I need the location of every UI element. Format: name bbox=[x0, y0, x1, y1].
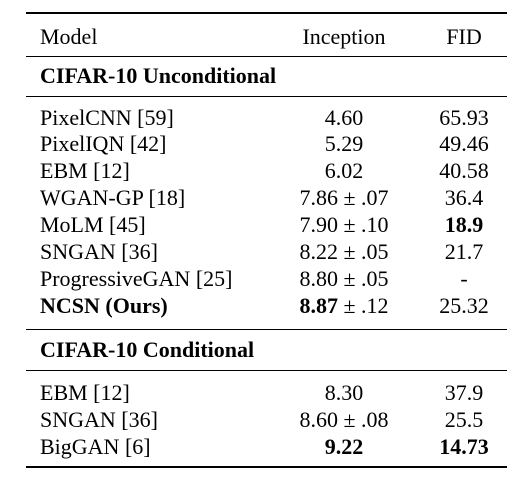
inception-best: 8.87 bbox=[299, 293, 338, 318]
model-cell: WGAN-GP [18] bbox=[40, 185, 186, 210]
header-rule bbox=[26, 56, 507, 57]
fid-cell: 21.7 bbox=[444, 239, 484, 264]
inception-cell: 5.29 bbox=[324, 131, 364, 156]
header-row: Model Inception FID bbox=[0, 23, 519, 51]
fid-cell: 65.93 bbox=[439, 105, 489, 130]
model-cell: BigGAN [6] bbox=[40, 434, 151, 459]
table-row: WGAN-GP [18] 7.86 ± .07 36.4 bbox=[0, 184, 519, 212]
table-row: EBM [12] 6.02 40.58 bbox=[0, 157, 519, 185]
model-cell: PixelIQN [42] bbox=[40, 131, 167, 156]
section-title-conditional: CIFAR-10 Conditional bbox=[40, 337, 255, 362]
table-row: SNGAN [36] 8.22 ± .05 21.7 bbox=[0, 238, 519, 266]
inception-cell: 7.86 ± .07 bbox=[299, 185, 389, 210]
table-row: PixelCNN [59] 4.60 65.93 bbox=[0, 104, 519, 132]
model-cell: MoLM [45] bbox=[40, 212, 146, 237]
section-divider-rule bbox=[26, 329, 507, 330]
top-rule bbox=[26, 12, 507, 14]
model-cell: SNGAN [36] bbox=[40, 407, 158, 432]
section-title-unconditional: CIFAR-10 Unconditional bbox=[40, 63, 277, 88]
inception-cell: 4.60 bbox=[324, 105, 364, 130]
bottom-rule bbox=[26, 466, 507, 468]
fid-cell: 25.32 bbox=[439, 293, 489, 318]
table-row: PixelIQN [42] 5.29 49.46 bbox=[0, 130, 519, 158]
inception-best: 9.22 bbox=[324, 434, 364, 459]
inception-cell: 8.87 ± .12 bbox=[299, 293, 389, 318]
section-rule-unconditional bbox=[26, 96, 507, 97]
model-cell-ours: NCSN (Ours) bbox=[40, 293, 168, 318]
inception-cell: 8.60 ± .08 bbox=[299, 407, 389, 432]
fid-cell: 37.9 bbox=[444, 380, 484, 405]
table-row: MoLM [45] 7.90 ± .10 18.9 bbox=[0, 211, 519, 239]
header-fid: FID bbox=[446, 24, 482, 49]
fid-cell: - bbox=[460, 266, 468, 291]
fid-cell: 36.4 bbox=[444, 185, 484, 210]
table-row: SNGAN [36] 8.60 ± .08 25.5 bbox=[0, 406, 519, 434]
inception-cell: 9.22 bbox=[244, 433, 444, 461]
model-cell: EBM [12] bbox=[40, 380, 130, 405]
header-model: Model bbox=[40, 24, 98, 49]
inception-cell: 8.22 ± .05 bbox=[299, 239, 389, 264]
table-row: EBM [12] 8.30 37.9 bbox=[0, 379, 519, 407]
inception-cell: 8.80 ± .05 bbox=[299, 266, 389, 291]
section-rule-conditional bbox=[26, 370, 507, 371]
model-cell: SNGAN [36] bbox=[40, 239, 158, 264]
table-row: BigGAN [6] 9.22 14.73 bbox=[0, 433, 519, 461]
model-cell: ProgressiveGAN [25] bbox=[40, 266, 233, 291]
fid-cell-best: 18.9 bbox=[444, 212, 484, 237]
fid-cell: 25.5 bbox=[444, 407, 484, 432]
model-cell: EBM [12] bbox=[40, 158, 130, 183]
table-row: ProgressiveGAN [25] 8.80 ± .05 - bbox=[0, 265, 519, 293]
header-inception: Inception bbox=[302, 24, 386, 49]
model-cell: PixelCNN [59] bbox=[40, 105, 174, 130]
inception-cell: 8.30 bbox=[324, 380, 364, 405]
fid-cell: 49.46 bbox=[439, 131, 489, 156]
fid-cell-best: 14.73 bbox=[439, 434, 489, 459]
inception-cell: 7.90 ± .10 bbox=[299, 212, 389, 237]
inception-cell: 6.02 bbox=[324, 158, 364, 183]
table-row: NCSN (Ours) 8.87 ± .12 25.32 bbox=[0, 292, 519, 320]
fid-cell: 40.58 bbox=[439, 158, 489, 183]
